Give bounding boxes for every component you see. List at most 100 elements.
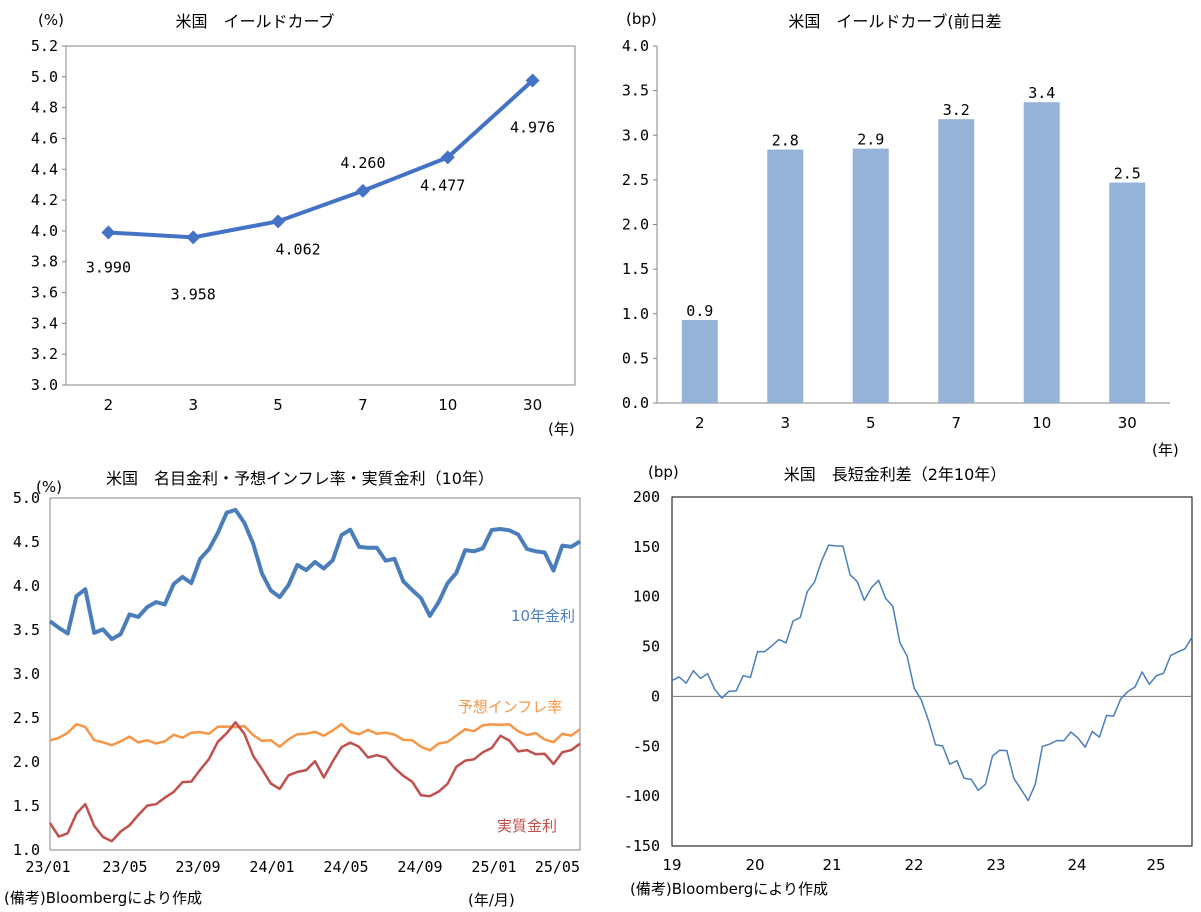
chart3-title: 米国 名目金利・予想インフレ率・実質金利（10年） [106, 469, 494, 488]
chart3-y-tick-label: 3.0 [13, 665, 40, 683]
chart2-x-tick-label: 3 [780, 414, 790, 432]
chart3-y-tick-label: 2.5 [13, 709, 40, 727]
chart1-x-tick-label: 7 [358, 396, 368, 414]
chart1-data-label: 4.062 [276, 240, 321, 258]
chart3-x-tick-label: 23/01 [25, 858, 70, 876]
chart2-y-tick-label: 3.5 [622, 82, 649, 100]
chart1-point-marker [355, 183, 370, 198]
chart2-x-tick-label: 7 [951, 414, 961, 432]
chart3-x-tick-label: 23/05 [102, 858, 147, 876]
chart1-y-tick-label: 3.2 [31, 345, 58, 363]
chart3-series-line [49, 722, 581, 752]
source-note-left: (備考)Bloombergにより作成 [4, 889, 202, 907]
chart1-y-tick-label: 3.6 [31, 284, 58, 302]
chart3-y-tick-label: 1.5 [13, 797, 40, 815]
chart2-x-tick-label: 2 [695, 414, 705, 432]
chart3-x-tick-label: 23/09 [175, 858, 220, 876]
chart2-y-tick-label: 1.0 [622, 305, 649, 323]
chart2-x-unit: (年) [1152, 441, 1179, 459]
chart2-y-tick-label: 2.5 [622, 171, 649, 189]
chart1-x-tick-label: 2 [104, 396, 114, 414]
chart3-x-tick-label: 25/05 [535, 858, 580, 876]
chart4-x-tick-label: 21 [822, 856, 841, 874]
chart3-y-tick-label: 2.0 [13, 753, 40, 771]
chart-rates-10y: 米国 名目金利・予想インフレ率・実質金利（10年） (%) (年/月) 1.0 1… [13, 469, 582, 909]
chart1-y-tick-label: 4.2 [31, 191, 58, 209]
chart1-x-tick-label: 5 [273, 396, 283, 414]
chart3-series-label: 実質金利 [497, 817, 557, 835]
chart1-y-tick-label: 4.8 [31, 99, 58, 117]
chart1-x-tick-label: 10 [438, 396, 457, 414]
chart4-x-tick-label: 19 [662, 856, 681, 874]
chart2-x-tick-label: 10 [1032, 414, 1051, 432]
chart1-x-unit: (年) [548, 420, 575, 438]
chart2-data-label: 0.9 [686, 302, 713, 320]
chart2-bar [852, 148, 889, 403]
chart1-y-tick-label: 4.6 [31, 129, 58, 147]
source-note-right: (備考)Bloombergにより作成 [630, 880, 828, 898]
chart1-plot-area [65, 45, 576, 386]
chart2-bar [1023, 102, 1060, 403]
chart-yield-change: 米国 イールドカーブ(前日差 (bp) (年) 0.0 0.5 1.0 1.5 2.0 2… [622, 10, 1179, 459]
chart1-y-tick-label: 3.0 [31, 376, 58, 394]
chart3-series-line [48, 507, 582, 642]
chart4-x-tick-label: 24 [1067, 856, 1086, 874]
chart2-y-tick-label: 2.0 [622, 216, 649, 234]
chart1-y-tick-label: 3.4 [31, 314, 58, 332]
chart2-bar [938, 119, 975, 403]
chart3-plot-area [49, 497, 581, 851]
chart4-y-tick-label: 100 [633, 588, 660, 606]
chart4-series-line [671, 544, 1193, 802]
chart1-data-label: 3.958 [171, 285, 216, 303]
chart1-x-tick-label: 30 [523, 396, 542, 414]
chart2-y-unit: (bp) [626, 10, 657, 28]
chart2-data-label: 3.4 [1028, 84, 1055, 102]
chart2-bar [767, 149, 804, 403]
chart4-y-tick-label: 150 [633, 538, 660, 556]
chart2-data-label: 2.8 [772, 132, 799, 150]
chart3-y-tick-label: 1.0 [13, 841, 40, 859]
chart2-data-label: 2.5 [1114, 165, 1141, 183]
chart4-y-tick-label: -100 [624, 787, 660, 805]
chart4-x-tick-label: 25 [1146, 856, 1165, 874]
chart4-x-tick-label: 23 [986, 856, 1005, 874]
chart1-y-unit: (%) [38, 11, 64, 29]
chart4-title: 米国 長短金利差（2年10年） [784, 465, 1007, 484]
chart1-data-label: 4.976 [510, 119, 555, 137]
chart1-data-label: 4.260 [340, 154, 385, 172]
chart1-series-line [108, 79, 534, 240]
chart3-y-tick-label: 4.0 [13, 577, 40, 595]
chart2-y-tick-label: 3.0 [622, 126, 649, 144]
chart1-point-marker [186, 230, 201, 245]
chart4-y-unit: (bp) [648, 463, 679, 481]
chart3-x-unit: (年/月) [468, 891, 515, 909]
chart1-point-marker [525, 73, 540, 88]
chart-spread-2s10s: 米国 長短金利差（2年10年） (bp) -150 -100 -50 0 50 100 15… [624, 463, 1193, 874]
chart3-x-tick-label: 24/09 [397, 858, 442, 876]
chart1-data-label: 4.477 [420, 176, 465, 194]
chart1-x-tick-label: 3 [188, 396, 198, 414]
chart4-plot-area [671, 496, 1193, 847]
chart1-data-label: 3.990 [86, 258, 131, 276]
chart1-y-tick-label: 5.2 [31, 37, 58, 55]
chart3-y-tick-label: 4.5 [13, 533, 40, 551]
chart4-y-tick-label: 50 [642, 638, 660, 656]
chart2-y-tick-label: 0.0 [622, 394, 649, 412]
chart3-series-label: 10年金利 [511, 607, 575, 625]
chart2-title: 米国 イールドカーブ(前日差 [788, 12, 1001, 31]
chart4-y-tick-label: -50 [633, 737, 660, 755]
chart1-y-tick-label: 3.8 [31, 253, 58, 271]
chart1-y-tick-label: 4.4 [31, 160, 58, 178]
chart3-y-tick-label: 5.0 [13, 489, 40, 507]
chart2-y-tick-label: 4.0 [622, 37, 649, 55]
chart1-title: 米国 イールドカーブ [175, 12, 334, 31]
chart3-y-unit: (%) [36, 478, 62, 496]
chart2-x-tick-label: 30 [1118, 414, 1137, 432]
chart4-y-tick-label: 0 [651, 687, 660, 705]
chart3-x-tick-label: 24/05 [323, 858, 368, 876]
chart4-y-tick-label: 200 [633, 488, 660, 506]
chart3-series-line [48, 721, 581, 843]
chart1-point-marker [440, 150, 455, 165]
chart2-data-label: 2.9 [857, 131, 884, 149]
